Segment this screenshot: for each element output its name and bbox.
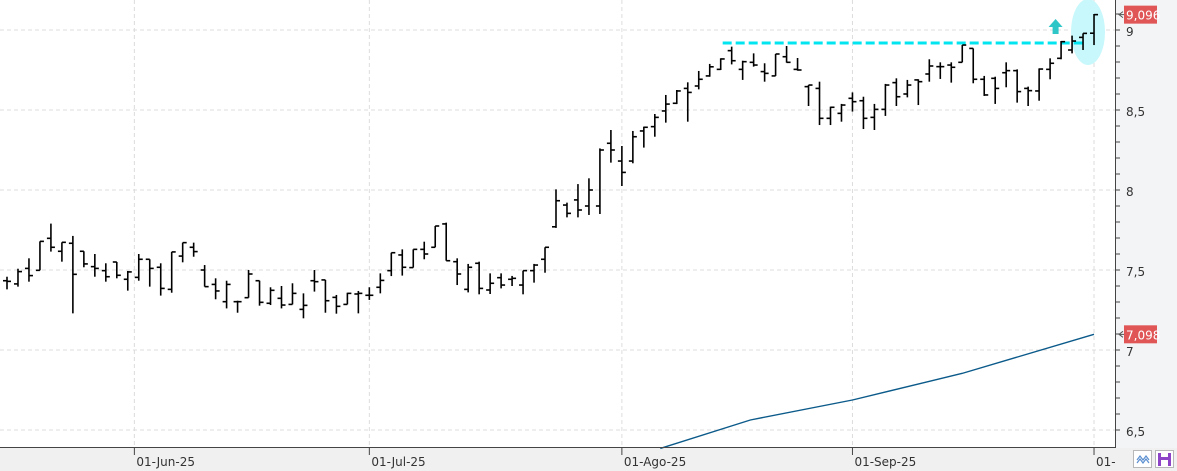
- price-label-box: [1124, 5, 1157, 24]
- ohlc-bars: [3, 13, 1099, 319]
- y-axis-panel: [1115, 0, 1177, 448]
- y-tick-label: 8,5: [1126, 105, 1145, 119]
- breakout-highlight: [1071, 0, 1106, 65]
- y-tick-label: 7,5: [1126, 265, 1145, 279]
- save-icon: [1158, 453, 1171, 466]
- y-tick-label: 9: [1126, 25, 1134, 39]
- annotations: [722, 0, 1106, 65]
- price-label: 7,098: [1126, 328, 1160, 342]
- wave-chart-button[interactable]: [1133, 450, 1152, 468]
- x-tick-label: 01-Sep-25: [854, 455, 916, 469]
- up-arrow-icon: [1048, 19, 1063, 34]
- price-label: 9,096: [1126, 9, 1160, 23]
- x-axis-panel: [0, 448, 1177, 471]
- x-tick-label: 01-Ago-25: [624, 455, 686, 469]
- x-tick-label: 01-Jun-25: [136, 455, 195, 469]
- y-tick-label: 7: [1126, 345, 1134, 359]
- grid: [0, 0, 1115, 447]
- x-tick-label: 01-Jul-25: [371, 455, 425, 469]
- moving-average-line: [660, 333, 1095, 450]
- save-button[interactable]: [1155, 450, 1174, 468]
- y-tick-label: 8: [1126, 185, 1134, 199]
- x-tick-label: 01-: [1096, 455, 1116, 469]
- y-tick-label: 6,5: [1126, 425, 1145, 439]
- axes: 9 8,5 8 7,5 7 6,5 01-Jun-25 01-Jul-25 01-Ago-25 0…: [0, 0, 1145, 469]
- price-labels: 9,096 7,098: [1118, 5, 1160, 344]
- price-label-box: [1124, 325, 1157, 344]
- moving-average: [660, 333, 1095, 450]
- wave-chart-icon: [1136, 455, 1150, 464]
